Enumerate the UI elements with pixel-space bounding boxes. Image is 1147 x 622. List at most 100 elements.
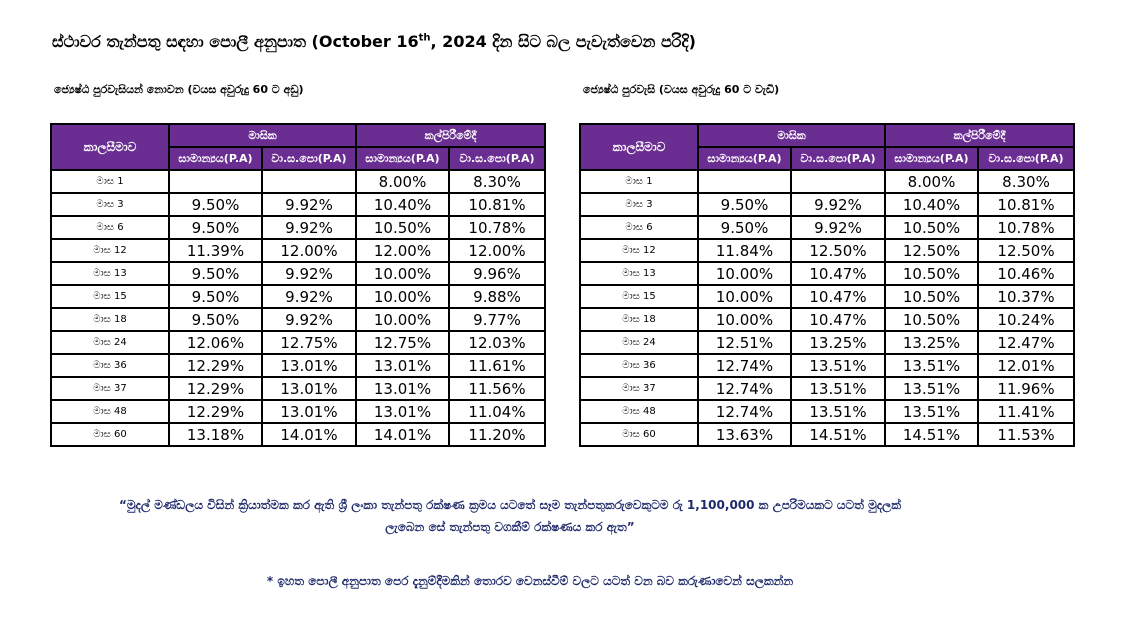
period-cell: මාස 6 [50,215,170,240]
footnote: * ඉහත පොලී අනුපාත පෙර දැනුම්දීමකින් තොරව… [266,574,794,588]
rate-cell: 12.74% [697,376,792,401]
rate-cell: 13.51% [790,399,886,424]
rate-cell: 9.50% [697,192,792,217]
period-cell: මාස 48 [579,399,699,424]
rate-cell: 11.84% [697,238,792,263]
rate-cell: 9.50% [168,284,263,309]
page-title: ස්ථාවර තැන්පතු සඳහා පොලී අනුපාත (October… [52,32,696,52]
rate-cell: 11.61% [447,353,547,378]
rate-cell: 11.96% [976,376,1076,401]
table-row: මාස 36 12.74% 13.51% 13.51% 12.01% [579,353,1076,378]
rate-cell: 9.88% [447,284,547,309]
rate-cell: 13.01% [261,399,357,424]
table-row: මාස 13 10.00% 10.47% 10.50% 10.46% [579,261,1076,286]
rate-cell: 10.50% [884,284,979,309]
table-row: මාස 24 12.51% 13.25% 13.25% 12.47% [579,330,1076,355]
table-row: මාස 6 9.50% 9.92% 10.50% 10.78% [579,215,1076,240]
rate-cell: 10.00% [355,261,450,286]
rate-cell: 12.50% [790,238,886,263]
rate-cell: 9.92% [261,261,357,286]
period-cell: මාස 13 [50,261,170,286]
rate-cell: 10.37% [976,284,1076,309]
sub-header: සාමාන්‍යය(P.A) [884,146,979,171]
table-row: මාස 24 12.06% 12.75% 12.75% 12.03% [50,330,547,355]
rate-cell: 8.30% [976,169,1076,194]
rate-cell: 12.47% [976,330,1076,355]
period-cell: මාස 3 [50,192,170,217]
rate-cell: 10.78% [976,215,1076,240]
period-cell: මාස 15 [579,284,699,309]
period-cell: මාස 24 [579,330,699,355]
quote-line: “මුදල් මණ්ඩලය විසින් ක්‍රියාත්මක කර ඇති … [119,498,901,512]
period-header: කාලසීමාව [579,123,699,171]
period-cell: මාස 36 [50,353,170,378]
table-row: මාස 13 9.50% 9.92% 10.00% 9.96% [50,261,547,286]
sub-header: සාමාන්‍යය(P.A) [697,146,792,171]
period-cell: මාස 36 [579,353,699,378]
rate-cell: 13.25% [884,330,979,355]
header-row: සාමාන්‍යය(P.A) වා.ස.පො(P.A) සාමාන්‍යය(P.A)… [51,146,547,171]
rate-cell: 14.01% [261,422,357,447]
rate-cell: 9.92% [261,192,357,217]
rate-cell: 13.01% [355,399,450,424]
group-header: කල්පිරීමේදී [354,123,547,148]
rate-cell: 13.51% [884,353,979,378]
rate-cell: 10.81% [976,192,1076,217]
table-row: මාස 12 11.39% 12.00% 12.00% 12.00% [50,238,547,263]
rate-cell: 9.77% [447,307,547,332]
rate-cell: 9.50% [168,215,263,240]
rate-cell: 12.75% [261,330,357,355]
rate-cell: 13.63% [697,422,792,447]
rate-cell: 8.00% [355,169,450,194]
rate-cell: 10.00% [355,307,450,332]
title-text: , 2024 දින සිට බල පැවැත්වෙන පරිදි) [430,32,696,51]
rate-cell: 12.74% [697,399,792,424]
group-header: මාසික [168,123,357,148]
rate-cell: 10.00% [697,261,792,286]
period-header: කාලසීමාව [50,123,170,171]
table-row: මාස 37 12.29% 13.01% 13.01% 11.56% [50,376,547,401]
rate-cell: 11.04% [447,399,547,424]
table-row: මාස 18 10.00% 10.47% 10.50% 10.24% [579,307,1076,332]
table-row: මාස 6 9.50% 9.92% 10.50% 10.78% [50,215,547,240]
rate-cell [168,169,263,194]
rate-cell: 13.25% [790,330,886,355]
period-cell: මාස 6 [579,215,699,240]
rate-cell: 9.50% [168,192,263,217]
rate-cell: 10.50% [355,215,450,240]
rate-cell: 8.30% [447,169,547,194]
title-text: ස්ථාවර තැන්පතු සඳහා පොලී අනුපාත (October… [52,32,419,51]
rate-cell: 10.81% [447,192,547,217]
sub-header: සාමාන්‍යය(P.A) [168,146,263,171]
rate-cell: 12.29% [168,353,263,378]
rate-cell [697,169,792,194]
table-row: මාස 15 9.50% 9.92% 10.00% 9.88% [50,284,547,309]
table-row: මාස 36 12.29% 13.01% 13.01% 11.61% [50,353,547,378]
table-row: මාස 1 8.00% 8.30% [50,169,547,194]
group-header: කල්පිරීමේදී [883,123,1076,148]
rate-cell: 10.24% [976,307,1076,332]
table-row: මාස 60 13.63% 14.51% 14.51% 11.53% [579,422,1076,447]
table-row: මාස 3 9.50% 9.92% 10.40% 10.81% [579,192,1076,217]
rate-cell: 10.47% [790,307,886,332]
rate-cell: 13.51% [884,399,979,424]
rate-cell: 9.50% [168,307,263,332]
period-cell: මාස 1 [579,169,699,194]
table-row: මාස 1 8.00% 8.30% [579,169,1076,194]
rate-cell: 12.03% [447,330,547,355]
rate-cell: 13.18% [168,422,263,447]
rate-cell: 12.50% [976,238,1076,263]
period-cell: මාස 18 [50,307,170,332]
sub-header: වා.ස.පො(P.A) [976,146,1076,171]
rate-cell: 10.00% [697,307,792,332]
rate-cell: 12.51% [697,330,792,355]
period-cell: මාස 60 [50,422,170,447]
period-cell: මාස 24 [50,330,170,355]
period-cell: මාස 18 [579,307,699,332]
period-cell: මාස 15 [50,284,170,309]
period-cell: මාස 3 [579,192,699,217]
rate-cell: 10.50% [884,307,979,332]
rate-cell: 9.92% [261,284,357,309]
table-row: මාස 18 9.50% 9.92% 10.00% 9.77% [50,307,547,332]
